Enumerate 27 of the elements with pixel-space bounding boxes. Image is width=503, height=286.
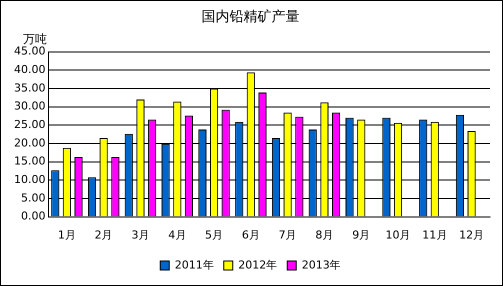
chart-title: 国内铅精矿产量: [202, 9, 300, 26]
x-tick-label: 8月: [315, 228, 334, 242]
y-tick-label: 5.00: [20, 191, 46, 204]
y-tick-label: 40.00: [14, 62, 46, 76]
x-tick-label: 7月: [278, 228, 297, 242]
y-axis-title: 万吨: [23, 32, 47, 46]
x-tick-label: 4月: [168, 228, 186, 242]
x-tick-label: 3月: [131, 228, 150, 242]
x-tick-label: 9月: [352, 228, 370, 242]
x-tick-label: 12月: [459, 228, 484, 242]
x-tick-label: 5月: [205, 228, 224, 242]
y-tick-label: 30.00: [14, 100, 46, 113]
y-tick-label: 10.00: [14, 172, 46, 186]
y-tick-label: 25.00: [14, 118, 46, 131]
x-tick-label: 1月: [58, 228, 76, 242]
legend-label: 2011年: [174, 258, 214, 272]
y-tick-label: 45.00: [14, 44, 46, 58]
legend-label: 2012年: [238, 258, 278, 272]
y-tick-label: 20.00: [14, 136, 46, 150]
x-tick-label: 6月: [242, 228, 260, 242]
y-tick-label: 0.00: [20, 210, 46, 223]
y-tick-label: 15.00: [14, 154, 46, 168]
x-tick-label: 10月: [386, 228, 411, 242]
y-tick-label: 35.00: [14, 81, 46, 94]
x-tick-label: 2月: [94, 228, 113, 242]
legend-label: 2013年: [302, 258, 341, 272]
x-tick-label: 11月: [422, 228, 448, 242]
